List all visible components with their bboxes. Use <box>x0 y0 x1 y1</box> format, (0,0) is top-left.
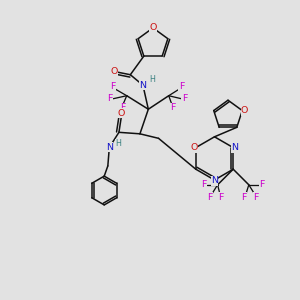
Text: F: F <box>254 193 259 202</box>
Text: O: O <box>241 106 248 115</box>
Text: O: O <box>110 67 118 76</box>
Text: F: F <box>169 103 175 112</box>
Text: O: O <box>190 143 198 152</box>
Text: F: F <box>201 180 207 189</box>
Text: F: F <box>260 180 265 189</box>
Text: O: O <box>149 23 157 32</box>
Text: F: F <box>182 94 187 103</box>
Text: N: N <box>231 143 238 152</box>
Text: N: N <box>211 176 218 185</box>
Text: O: O <box>118 109 125 118</box>
Text: F: F <box>218 193 224 202</box>
Text: H: H <box>116 139 121 148</box>
Text: F: F <box>107 94 113 103</box>
Text: F: F <box>110 82 116 91</box>
Text: F: F <box>242 193 247 202</box>
Text: F: F <box>179 82 184 91</box>
Text: F: F <box>120 103 126 112</box>
Text: F: F <box>207 193 213 202</box>
Text: H: H <box>150 75 155 84</box>
Text: N: N <box>140 81 146 90</box>
Text: N: N <box>106 143 113 152</box>
